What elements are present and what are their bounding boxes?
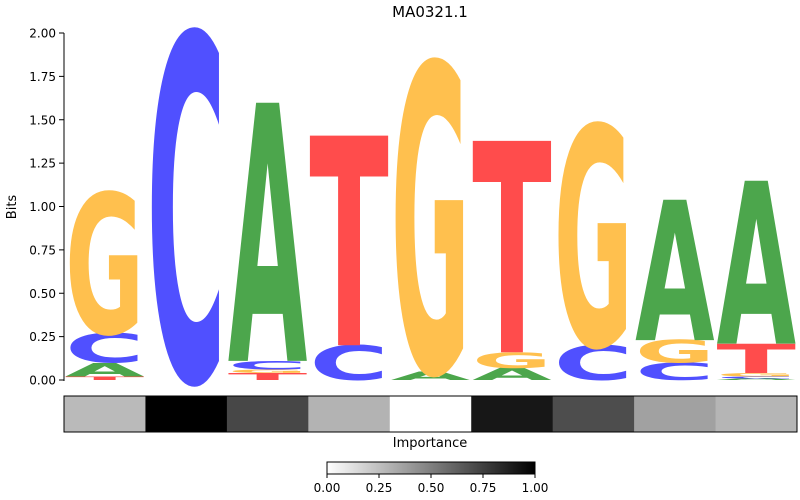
logo-letter-t: T [228, 371, 307, 382]
colorbar-tick-label: 1.00 [522, 481, 549, 495]
y-tick-label: 1.00 [29, 200, 56, 214]
y-axis-label: Bits [5, 195, 20, 220]
y-tick-label: 1.50 [29, 113, 56, 127]
importance-cell [64, 396, 146, 432]
logo-letter-a: A [635, 163, 714, 386]
logo-letter-t: T [472, 85, 551, 422]
y-tick-label: 0.50 [29, 287, 56, 301]
importance-cell [145, 396, 228, 432]
logo-letter-a: A [717, 378, 796, 381]
importance-cell [226, 396, 309, 432]
logo-letter-a: A [65, 359, 144, 381]
logo-letter-c: C [554, 336, 633, 392]
colorbar-gradient [326, 461, 536, 475]
logo-column: CG [554, 65, 633, 416]
logo-column: CT [309, 78, 388, 414]
logo-letter-a: A [391, 369, 471, 383]
logo-letter-g: G [391, 0, 470, 472]
colorbar-tick-label: 0.00 [314, 481, 341, 495]
y-tick-label: 2.00 [29, 27, 56, 41]
logo-letter-t: T [717, 336, 796, 383]
y-tick-label: 0.75 [29, 243, 56, 257]
logo-column: CGA [635, 163, 714, 386]
importance-cell [715, 396, 798, 432]
logo-column: AGT [472, 85, 552, 422]
y-tick-label: 1.25 [29, 157, 56, 171]
logo-letter-a: A [472, 365, 552, 384]
logo-letter-c: C [65, 326, 144, 373]
logo-letter-t: T [65, 376, 144, 381]
logo-letter-c: C [228, 359, 307, 373]
y-tick-label: 0.00 [29, 374, 56, 388]
logo-letter-t: T [309, 78, 388, 414]
importance-cell [389, 396, 472, 432]
importance-colorbar: 0.00 0.25 0.50 0.75 1.00 [314, 461, 549, 495]
y-axis: 0.00 0.25 0.50 0.75 1.00 1.25 1.50 1.75 2.00 [29, 27, 65, 388]
logo-letter-g: G [65, 155, 144, 379]
logo-letter-g: G [635, 334, 714, 370]
logo-letter-g: G [554, 65, 633, 416]
importance-heatmap [63, 395, 798, 433]
importance-cell [471, 396, 554, 432]
logo-letter-c: C [717, 376, 796, 379]
colorbar-tick-label: 0.75 [470, 481, 497, 495]
y-tick-label: 0.25 [29, 330, 56, 344]
logo-letter-g: G [717, 372, 796, 378]
importance-cell [552, 396, 635, 432]
logo-letter-g: G [472, 348, 551, 373]
importance-cell [634, 396, 717, 432]
colorbar-tick-label: 0.50 [418, 481, 445, 495]
importance-cell [308, 396, 391, 432]
logo-letter-g: G [228, 369, 307, 375]
colorbar-tick-label: 0.25 [366, 481, 393, 495]
chart-title: MA0321.1 [392, 3, 468, 21]
logo-letter-a: A [228, 34, 308, 446]
logo-letter-c: C [635, 358, 714, 386]
logo-letter-c: C [309, 336, 388, 392]
logo-letter-a: A [717, 137, 796, 397]
logo-column: AG [391, 0, 471, 472]
y-tick-label: 1.75 [29, 70, 56, 84]
importance-axis-label: Importance [393, 436, 468, 451]
